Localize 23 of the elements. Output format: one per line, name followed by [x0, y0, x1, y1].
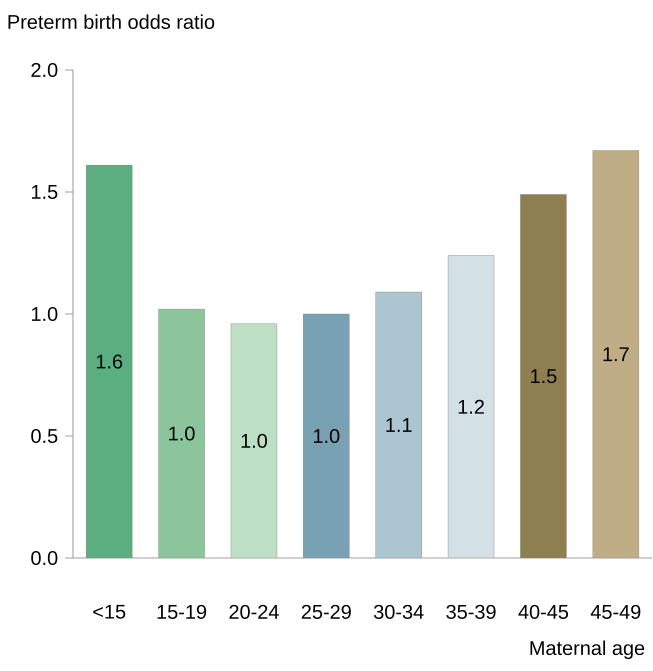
data-label: 1.0: [242, 434, 268, 448]
y-tick-label: 0.5: [31, 428, 58, 444]
data-label: 1.5: [531, 369, 556, 384]
y-axis-title: Preterm birth odds ratio: [8, 14, 214, 29]
data-label: 1.1: [386, 418, 412, 432]
x-tick-label: 15-19: [158, 604, 206, 619]
x-tick-label: 45-49: [590, 604, 640, 619]
x-tick-label: 25-29: [302, 604, 351, 619]
x-axis-title: Maternal age: [530, 640, 644, 660]
data-label: 1.2: [458, 400, 484, 414]
data-label: 1.0: [169, 426, 195, 441]
x-tick-label: 20-24: [229, 604, 279, 619]
y-tick-label: 1.5: [32, 185, 58, 199]
data-label: 1.0: [314, 428, 340, 444]
x-tick-label: <15: [93, 604, 126, 619]
y-tick-label: 0.0: [31, 550, 58, 566]
x-tick-label: 40-45: [518, 604, 568, 619]
y-tick-label: 2.0: [31, 62, 58, 78]
data-label: 1.6: [96, 354, 122, 369]
x-tick-label: 35-39: [446, 604, 496, 619]
x-tick-label: 30-34: [374, 604, 424, 619]
data-label: 1.7: [603, 347, 629, 362]
y-tick-label: 1.0: [32, 306, 58, 322]
